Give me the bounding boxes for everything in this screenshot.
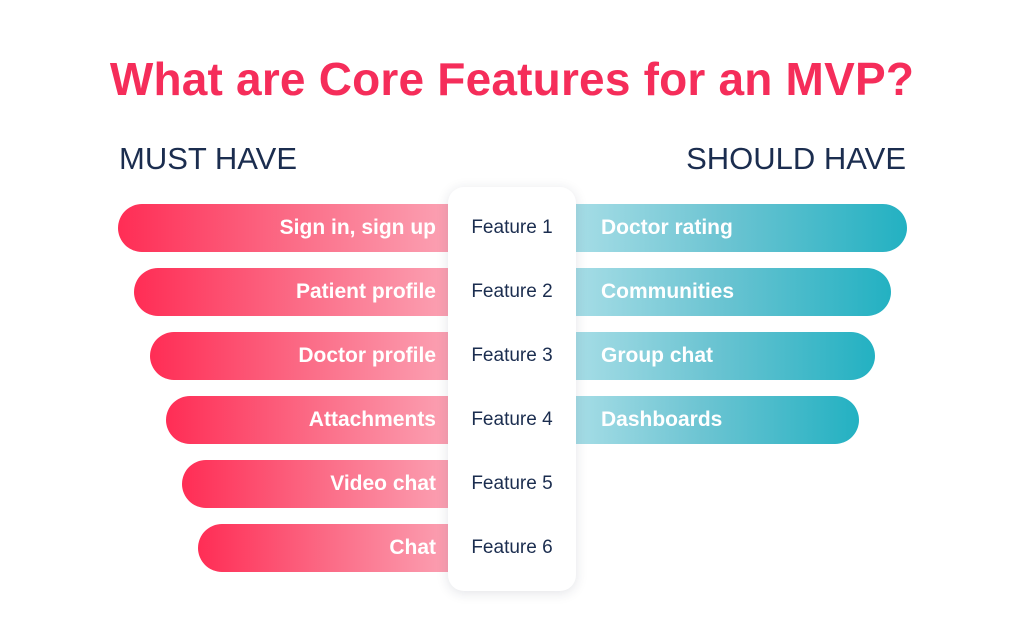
- feature-label: Feature 5: [471, 473, 553, 494]
- should-have-item: Communities: [575, 268, 891, 316]
- must-have-item: Video chat: [182, 460, 460, 508]
- must-have-heading: MUST HAVE: [119, 141, 297, 176]
- should-have-heading: SHOULD HAVE: [686, 141, 906, 176]
- should-have-item: Group chat: [575, 332, 875, 380]
- must-have-item: Chat: [198, 524, 460, 572]
- feature-label: Feature 4: [471, 409, 553, 430]
- should-have-item: Doctor rating: [575, 204, 907, 252]
- feature-column-card: [448, 187, 576, 591]
- feature-label: Feature 6: [471, 537, 553, 558]
- must-have-item: Attachments: [166, 396, 460, 444]
- must-have-item: Doctor profile: [150, 332, 460, 380]
- feature-label: Feature 2: [471, 281, 553, 302]
- feature-label: Feature 1: [471, 217, 553, 238]
- must-have-item: Sign in, sign up: [118, 204, 460, 252]
- feature-label: Feature 3: [471, 345, 553, 366]
- must-have-item: Patient profile: [134, 268, 460, 316]
- should-have-item: Dashboards: [575, 396, 859, 444]
- page-title: What are Core Features for an MVP?: [109, 53, 915, 105]
